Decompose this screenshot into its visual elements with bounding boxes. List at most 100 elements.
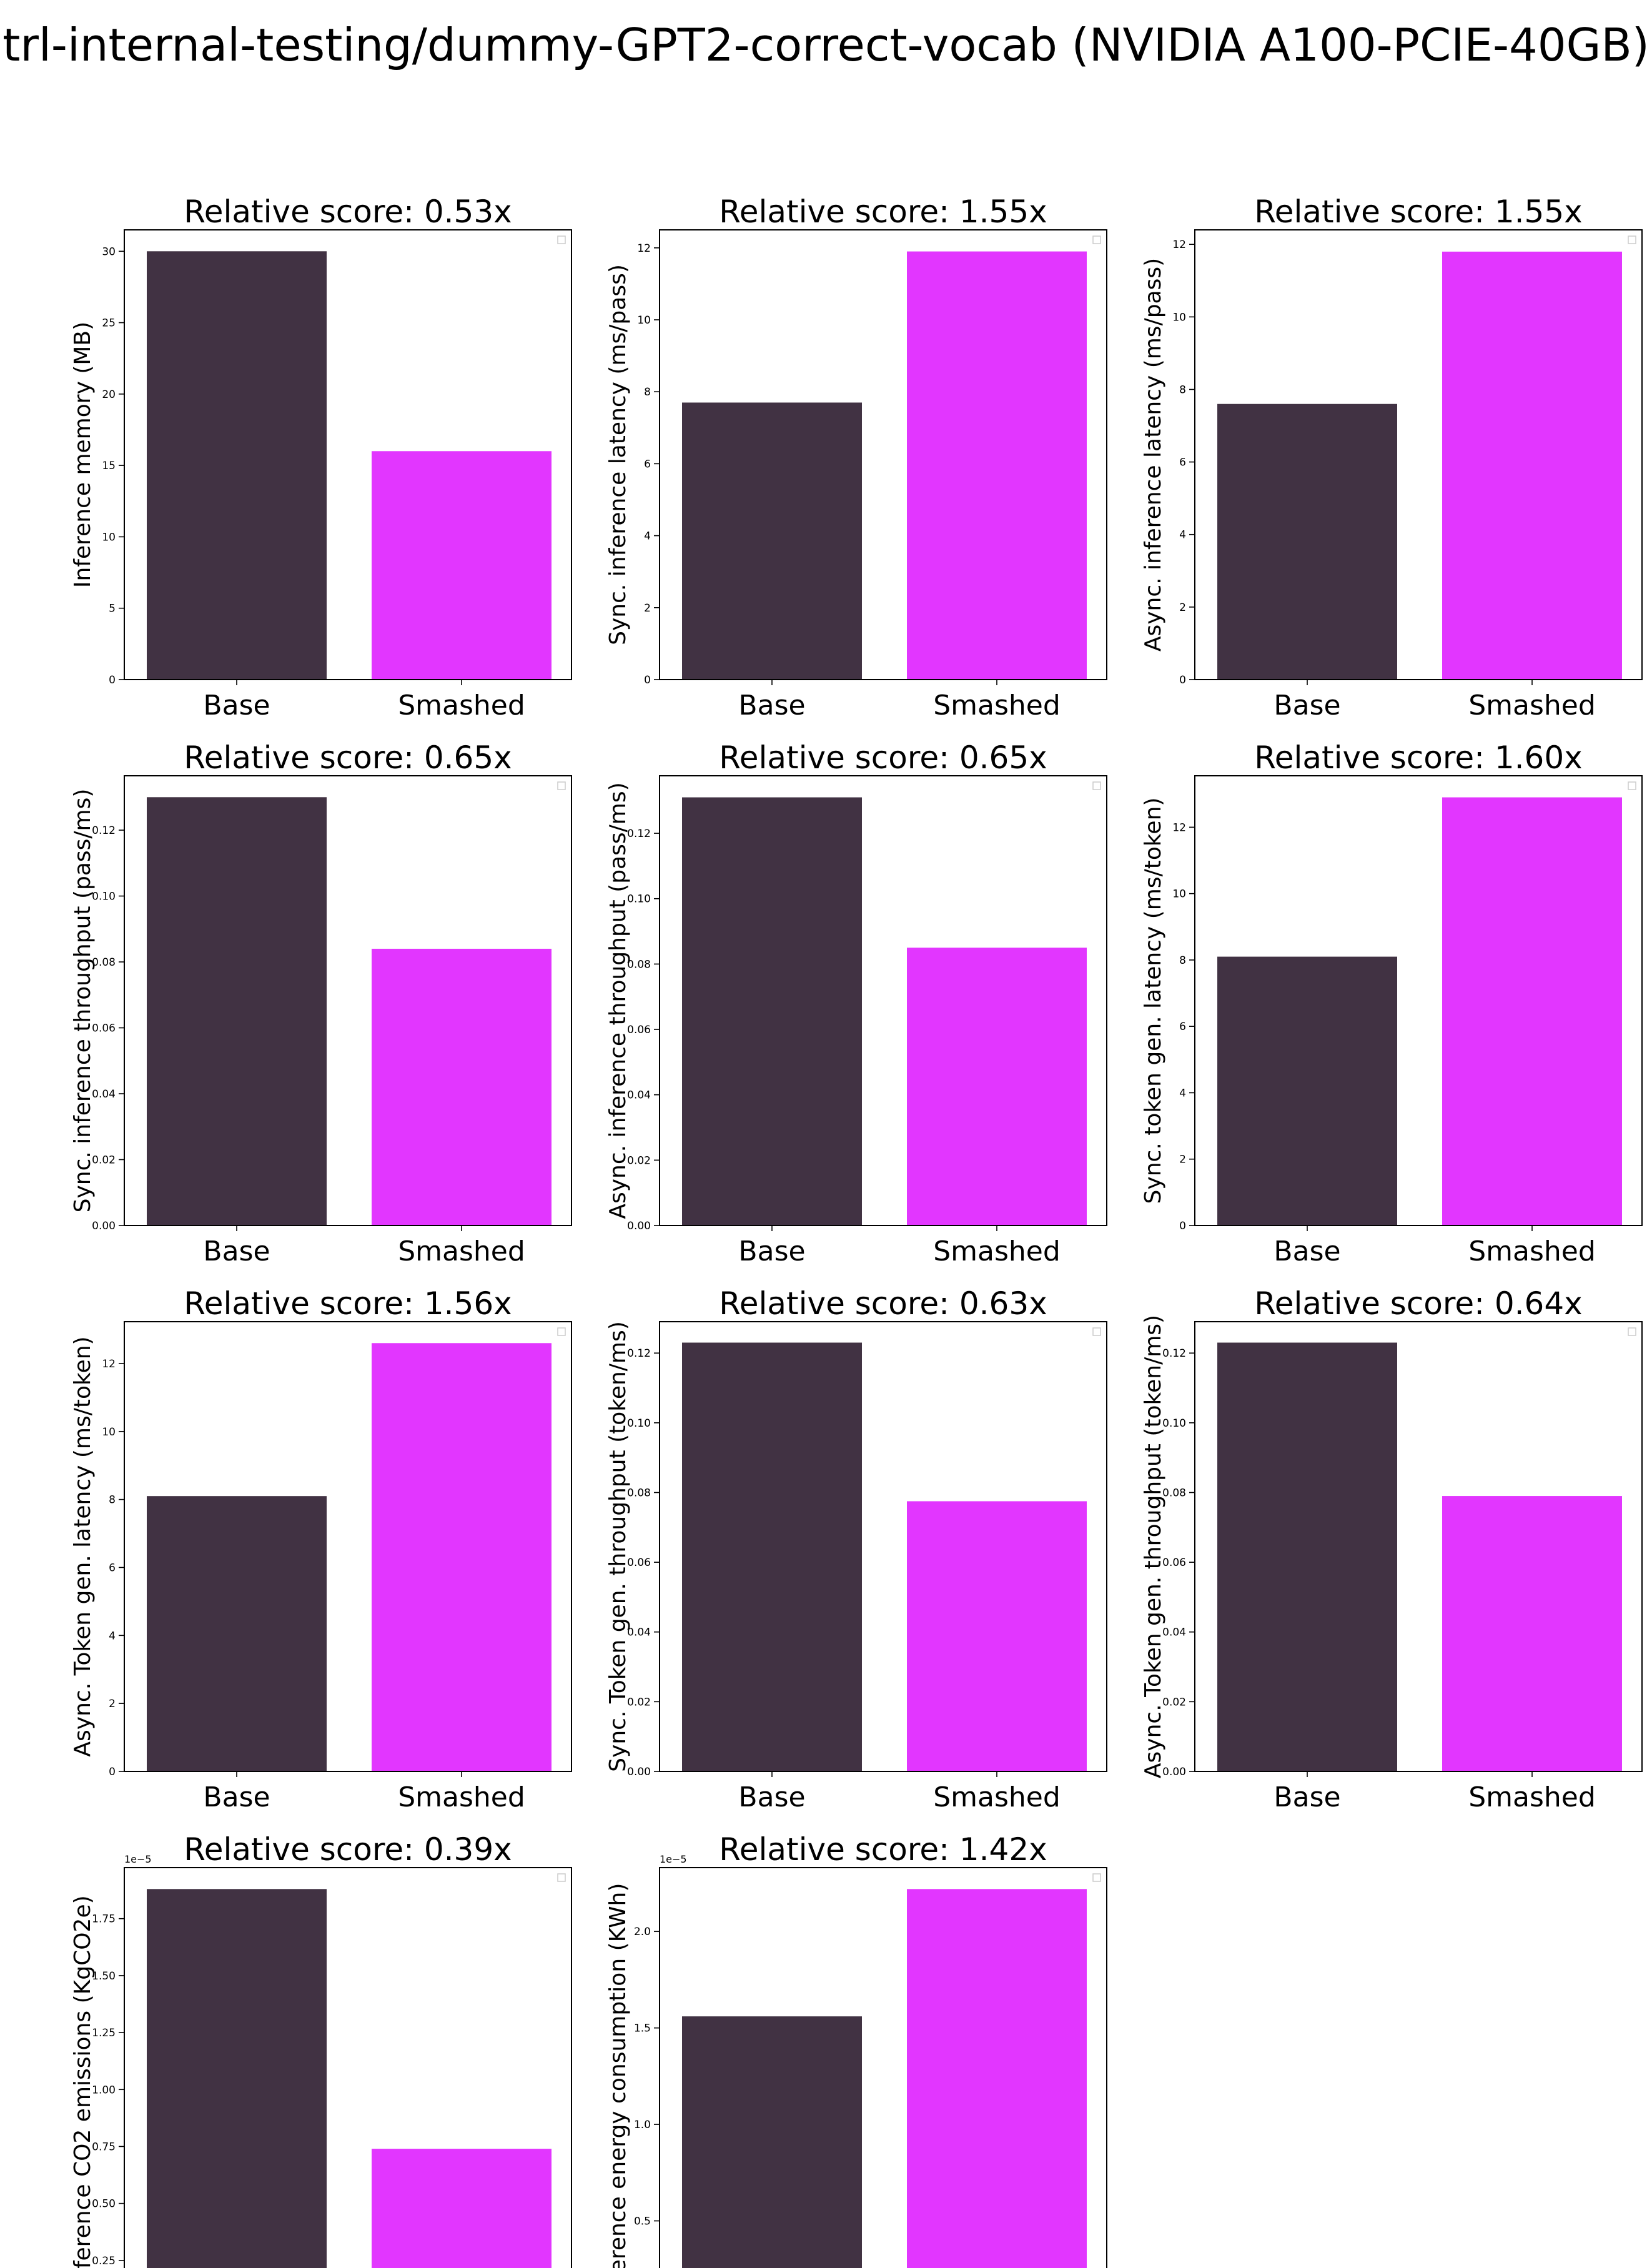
base-bar xyxy=(682,2016,862,2268)
base-bar xyxy=(1217,956,1397,1226)
y-tick-label: 6 xyxy=(1179,457,1186,469)
smashed-bar xyxy=(1442,251,1622,680)
y-tick-label: 0.75 xyxy=(92,2141,116,2153)
chart-panel-11: 0.00.51.01.52.01e−5BaseSmashedRelative s… xyxy=(605,1831,1107,2268)
chart-title: Relative score: 0.53x xyxy=(184,194,512,230)
y-tick-label: 0 xyxy=(109,674,116,686)
x-tick-label: Smashed xyxy=(933,1236,1061,1267)
y-tick-label: 1.50 xyxy=(92,1970,116,1983)
y-tick-label: 0.06 xyxy=(1162,1557,1186,1569)
axes-frame xyxy=(659,1321,1107,1772)
y-axis-label: Inference CO2 emissions (KgCO2e) xyxy=(70,1895,96,2268)
smashed-bar xyxy=(1442,1496,1622,1771)
y-tick-label: 1.25 xyxy=(92,2027,116,2039)
y-tick-label: 0.04 xyxy=(627,1089,651,1102)
chart-title: Relative score: 0.65x xyxy=(184,740,512,776)
y-offset-label: 1e−5 xyxy=(124,1853,152,1865)
x-tick-label: Base xyxy=(1274,1236,1340,1267)
x-tick-label: Base xyxy=(1274,690,1340,721)
y-axis-label: Sync. inference latency (ms/pass) xyxy=(605,264,631,645)
y-tick-label: 0.08 xyxy=(1162,1487,1186,1499)
y-tick-label: 8 xyxy=(1179,954,1186,967)
smashed-bar xyxy=(372,451,551,680)
axes-frame xyxy=(1194,775,1643,1226)
x-tick-label: Smashed xyxy=(398,1781,525,1813)
smashed-bar xyxy=(907,948,1087,1226)
y-tick-label: 0.04 xyxy=(92,1088,116,1101)
y-tick-label: 8 xyxy=(644,386,651,399)
legend-box xyxy=(1092,781,1101,790)
smashed-bar xyxy=(372,1343,551,1771)
chart-title: Relative score: 0.63x xyxy=(719,1285,1047,1322)
base-bar xyxy=(147,797,327,1226)
x-tick-label: Base xyxy=(738,1236,805,1267)
y-tick-label: 0.12 xyxy=(92,825,116,837)
y-tick-label: 0.10 xyxy=(627,1417,651,1430)
legend-box xyxy=(1092,1873,1101,1882)
y-axis-label: Inference memory (MB) xyxy=(70,322,96,588)
x-tick-label: Smashed xyxy=(1468,1781,1596,1813)
base-bar xyxy=(682,1342,862,1771)
chart-panel-10: 0.000.250.500.751.001.251.501.751e−5Base… xyxy=(70,1831,572,2268)
y-tick-label: 4 xyxy=(1179,529,1186,542)
x-tick-label: Smashed xyxy=(1468,1236,1596,1267)
axes-frame xyxy=(124,1321,572,1772)
y-tick-label: 0 xyxy=(644,674,651,686)
base-bar xyxy=(1217,404,1397,680)
y-axis-label: Sync. Token gen. throughput (token/ms) xyxy=(605,1321,631,1772)
y-axis-label: Async. inference throughput (pass/ms) xyxy=(605,782,631,1219)
y-tick-label: 4 xyxy=(1179,1087,1186,1099)
axes-frame xyxy=(124,229,572,680)
legend-box xyxy=(1092,1327,1101,1336)
smashed-bar xyxy=(907,251,1087,680)
y-tick-label: 8 xyxy=(109,1494,116,1507)
base-bar xyxy=(147,1889,327,2268)
base-bar xyxy=(682,402,862,680)
legend-box xyxy=(557,1873,566,1882)
x-tick-label: Base xyxy=(203,1236,270,1267)
chart-panel-5: 0.00 0.02 0.04 0.06 0.08 0.10 0.12 Base Smashed R… xyxy=(605,740,1107,1267)
x-tick-label: Base xyxy=(738,690,805,721)
y-tick-label: 0.10 xyxy=(92,891,116,903)
y-tick-label: 0.25 xyxy=(92,2255,116,2267)
y-tick-label: 1.0 xyxy=(634,2119,651,2131)
x-tick-label: Smashed xyxy=(933,1781,1061,1813)
y-tick-label: 10 xyxy=(1172,888,1186,901)
y-tick-label: 0.00 xyxy=(92,1220,116,1232)
x-tick-label: Base xyxy=(203,690,270,721)
base-bar xyxy=(147,1496,327,1771)
y-axis-label: Sync. inference throughput (pass/ms) xyxy=(70,789,96,1213)
chart-panel-8: 0.00 0.02 0.04 0.06 0.08 0.10 0.12 Base Smashed R… xyxy=(605,1285,1107,1813)
y-tick-label: 0.06 xyxy=(92,1023,116,1035)
y-tick-label: 2 xyxy=(1179,1154,1186,1166)
y-tick-label: 0 xyxy=(1179,1220,1186,1232)
axes-frame xyxy=(1194,1321,1643,1772)
y-tick-label: 20 xyxy=(102,389,116,401)
smashed-bar xyxy=(372,2149,551,2268)
x-tick-label: Base xyxy=(1274,1781,1340,1813)
legend-box xyxy=(1628,781,1636,790)
y-axis-label: Sync. token gen. latency (ms/token) xyxy=(1140,798,1166,1204)
y-axis-label: Inference energy consumption (KWh) xyxy=(605,1883,631,2268)
x-tick-label: Smashed xyxy=(1468,690,1596,721)
y-tick-label: 0.00 xyxy=(627,1220,651,1232)
y-tick-label: 2 xyxy=(1179,602,1186,614)
y-tick-label: 15 xyxy=(102,460,116,472)
y-axis-label: Async. Token gen. latency (ms/token) xyxy=(70,1336,96,1756)
chart-title: Relative score: 1.55x xyxy=(719,194,1047,230)
legend-box xyxy=(1628,235,1636,244)
base-bar xyxy=(1217,1342,1397,1771)
chart-panel-4: 0.00 0.02 0.04 0.06 0.08 0.10 0.12 Base Smashed R… xyxy=(70,740,572,1267)
y-tick-label: 2.0 xyxy=(634,1926,651,1938)
y-tick-label: 1.5 xyxy=(634,2023,651,2035)
chart-panel-6: 0 2 4 6 8 10 12 Base Smashed Relative score: 1.60… xyxy=(1140,740,1643,1267)
y-tick-label: 10 xyxy=(102,531,116,543)
y-tick-label: 10 xyxy=(102,1426,116,1439)
y-tick-label: 4 xyxy=(109,1630,116,1642)
y-tick-label: 2 xyxy=(109,1698,116,1710)
legend-box xyxy=(557,781,566,790)
y-tick-label: 0 xyxy=(109,1766,116,1778)
y-tick-label: 10 xyxy=(637,314,651,327)
chart-panel-2: 0 2 4 6 8 10 12 Base Smashed Relative score: 1.55… xyxy=(605,194,1107,721)
